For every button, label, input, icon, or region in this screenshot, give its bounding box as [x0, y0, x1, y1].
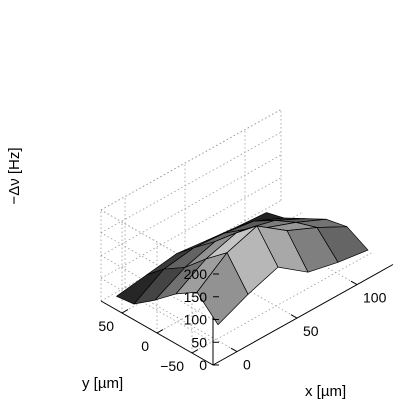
z-tick-label: 50 [191, 334, 207, 350]
x-tick-label: 100 [363, 290, 387, 306]
tick-layer: 0 50 100 150 200 50 0 −50 0 50 100 [98, 266, 386, 374]
z-tick-label: 150 [184, 289, 208, 305]
y-tick-label: −50 [160, 358, 184, 374]
z-tick-label: 100 [184, 312, 208, 328]
z-tick-label: 0 [199, 357, 207, 373]
x-tick-label: 50 [303, 323, 319, 339]
grid-line-floor-x [124, 287, 238, 352]
y-axis-label: y [µm] [82, 375, 123, 392]
z-axis-label: −Δν [Hz] [6, 147, 23, 204]
surface-patch [196, 252, 249, 326]
x-axis-line [212, 264, 394, 366]
x-tick-label: 0 [243, 357, 251, 373]
surface-layer [116, 212, 369, 326]
box-edge-right-top [100, 109, 282, 211]
x-tick-mark [350, 280, 358, 286]
x-tick-mark [290, 314, 298, 319]
y-tick-mark [156, 329, 164, 334]
y-tick-mark [121, 309, 129, 314]
grid-line-right-z [100, 131, 282, 234]
grid-line-back-z [100, 277, 214, 343]
z-tick-label: 200 [184, 266, 208, 282]
y-tick-label: 0 [141, 338, 149, 354]
grid-line-right-z [100, 109, 282, 211]
x-tick-mark [230, 347, 238, 353]
y-tick-mark [191, 349, 199, 354]
x-axis-label: x [µm] [305, 383, 346, 400]
y-tick-label: 50 [98, 318, 114, 334]
